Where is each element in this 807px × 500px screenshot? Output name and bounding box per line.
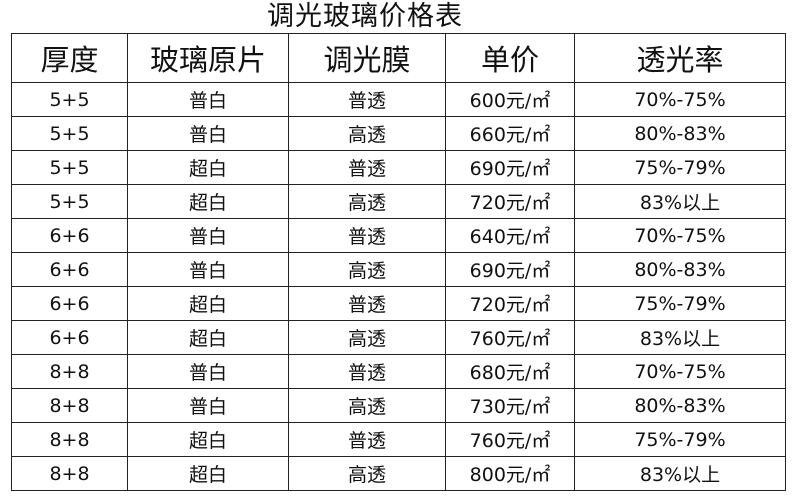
cell-film: 高透 xyxy=(288,456,446,491)
cell-transmittance: 70%-75% xyxy=(574,354,786,389)
cell-thickness: 6+6 xyxy=(11,252,128,287)
cell-film: 高透 xyxy=(288,320,446,355)
cell-film: 高透 xyxy=(288,388,446,423)
cell-thickness: 6+6 xyxy=(11,218,128,253)
cell-glass: 超白 xyxy=(127,422,289,457)
cell-thickness: 5+5 xyxy=(11,184,128,219)
cell-price: 660元/㎡ xyxy=(445,116,575,151)
cell-glass: 普白 xyxy=(127,354,289,389)
cell-price: 690元/㎡ xyxy=(445,252,575,287)
page-title: 调光玻璃价格表 xyxy=(267,1,463,32)
cell-transmittance: 83%以上 xyxy=(574,320,786,355)
cell-film: 高透 xyxy=(288,184,446,219)
cell-thickness: 6+6 xyxy=(11,286,128,321)
table-row: 6+6 普白 高透 690元/㎡ 80%-83% xyxy=(11,252,786,287)
cell-film: 普透 xyxy=(288,82,446,117)
cell-glass: 超白 xyxy=(127,150,289,185)
cell-price: 760元/㎡ xyxy=(445,422,575,457)
header-price: 单价 xyxy=(445,33,575,83)
cell-glass: 超白 xyxy=(127,456,289,491)
cell-transmittance: 75%-79% xyxy=(574,422,786,457)
header-row: 厚度 玻璃原片 调光膜 单价 透光率 xyxy=(11,33,786,83)
cell-price: 800元/㎡ xyxy=(445,456,575,491)
cell-transmittance: 70%-75% xyxy=(574,82,786,117)
cell-transmittance: 83%以上 xyxy=(574,456,786,491)
cell-film: 普透 xyxy=(288,422,446,457)
table-row: 8+8 普白 普透 680元/㎡ 70%-75% xyxy=(11,354,786,389)
table-row: 8+8 超白 普透 760元/㎡ 75%-79% xyxy=(11,422,786,457)
cell-film: 普透 xyxy=(288,286,446,321)
cell-film: 普透 xyxy=(288,354,446,389)
cell-thickness: 8+8 xyxy=(11,354,128,389)
cell-transmittance: 70%-75% xyxy=(574,218,786,253)
cell-film: 高透 xyxy=(288,116,446,151)
cell-transmittance: 75%-79% xyxy=(574,286,786,321)
cell-glass: 普白 xyxy=(127,116,289,151)
cell-glass: 超白 xyxy=(127,320,289,355)
cell-glass: 普白 xyxy=(127,252,289,287)
cell-thickness: 6+6 xyxy=(11,320,128,355)
table-row: 6+6 超白 高透 760元/㎡ 83%以上 xyxy=(11,320,786,355)
cell-price: 680元/㎡ xyxy=(445,354,575,389)
cell-price: 760元/㎡ xyxy=(445,320,575,355)
cell-price: 730元/㎡ xyxy=(445,388,575,423)
header-glass: 玻璃原片 xyxy=(127,33,289,83)
cell-film: 高透 xyxy=(288,252,446,287)
cell-thickness: 8+8 xyxy=(11,388,128,423)
cell-glass: 普白 xyxy=(127,218,289,253)
cell-film: 普透 xyxy=(288,150,446,185)
header-transmittance: 透光率 xyxy=(574,33,786,83)
cell-price: 600元/㎡ xyxy=(445,82,575,117)
cell-transmittance: 80%-83% xyxy=(574,388,786,423)
cell-thickness: 8+8 xyxy=(11,456,128,491)
cell-glass: 普白 xyxy=(127,82,289,117)
header-thickness: 厚度 xyxy=(11,33,128,83)
cell-thickness: 5+5 xyxy=(11,82,128,117)
cell-glass: 超白 xyxy=(127,286,289,321)
cell-price: 690元/㎡ xyxy=(445,150,575,185)
price-table: 厚度 玻璃原片 调光膜 单价 透光率 5+5 普白 普透 600元/㎡ 70%-75% 5… xyxy=(11,33,786,491)
table-row: 8+8 超白 高透 800元/㎡ 83%以上 xyxy=(11,456,786,491)
cell-glass: 超白 xyxy=(127,184,289,219)
cell-glass: 普白 xyxy=(127,388,289,423)
table-row: 5+5 超白 普透 690元/㎡ 75%-79% xyxy=(11,150,786,185)
cell-transmittance: 83%以上 xyxy=(574,184,786,219)
cell-price: 640元/㎡ xyxy=(445,218,575,253)
cell-transmittance: 80%-83% xyxy=(574,116,786,151)
cell-transmittance: 75%-79% xyxy=(574,150,786,185)
cell-thickness: 8+8 xyxy=(11,422,128,457)
header-film: 调光膜 xyxy=(288,33,446,83)
table-row: 5+5 普白 普透 600元/㎡ 70%-75% xyxy=(11,82,786,117)
table-row: 8+8 普白 高透 730元/㎡ 80%-83% xyxy=(11,388,786,423)
cell-price: 720元/㎡ xyxy=(445,184,575,219)
cell-price: 720元/㎡ xyxy=(445,286,575,321)
cell-transmittance: 80%-83% xyxy=(574,252,786,287)
cell-film: 普透 xyxy=(288,218,446,253)
table-row: 6+6 普白 普透 640元/㎡ 70%-75% xyxy=(11,218,786,253)
table-row: 6+6 超白 普透 720元/㎡ 75%-79% xyxy=(11,286,786,321)
table-row: 5+5 普白 高透 660元/㎡ 80%-83% xyxy=(11,116,786,151)
cell-thickness: 5+5 xyxy=(11,116,128,151)
table-row: 5+5 超白 高透 720元/㎡ 83%以上 xyxy=(11,184,786,219)
cell-thickness: 5+5 xyxy=(11,150,128,185)
